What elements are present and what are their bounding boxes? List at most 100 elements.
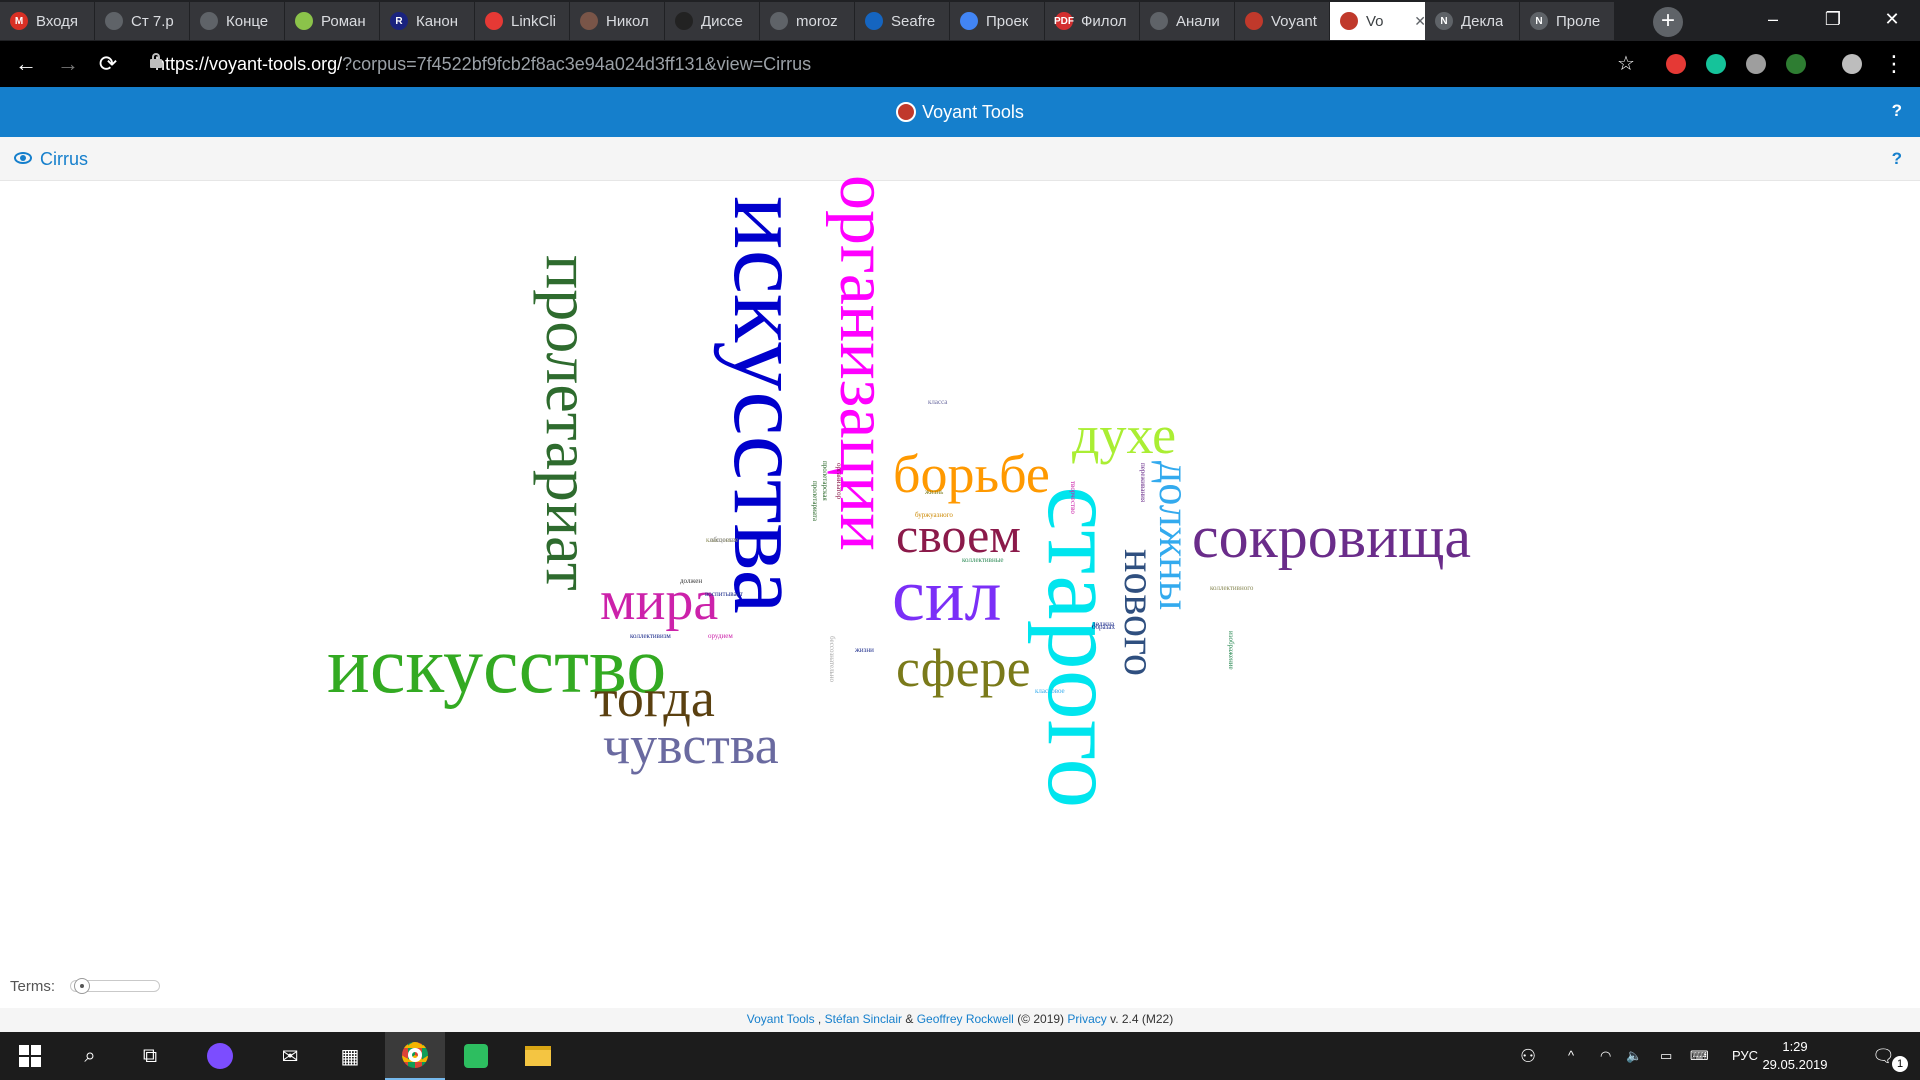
browser-tab[interactable]: Анали (1140, 2, 1235, 40)
chrome-menu-icon[interactable]: ⋮ (1883, 51, 1905, 76)
forward-icon[interactable]: → (57, 51, 79, 76)
browser-tab[interactable]: N Проле (1520, 2, 1615, 40)
panel-help-icon[interactable]: ? (1891, 149, 1902, 168)
evernote-icon[interactable] (1786, 54, 1806, 74)
cloud-word[interactable]: нового (1115, 549, 1164, 676)
tab-title: Филол (1081, 12, 1127, 30)
url-field[interactable]: https://voyant-tools.org/?corpus=7f4522b… (155, 48, 1695, 80)
browser-tab[interactable]: Проек (950, 2, 1045, 40)
back-icon[interactable]: ← (15, 51, 37, 76)
close-window-button[interactable]: ✕ (1884, 9, 1900, 29)
extension-key-icon[interactable] (1746, 54, 1766, 74)
chrome-taskbar-icon[interactable] (385, 1032, 445, 1080)
cloud-word-small[interactable]: буржуазного (915, 511, 953, 519)
cloud-word-small[interactable]: пролетарская (821, 461, 829, 501)
store-icon[interactable]: ▦ (340, 1045, 360, 1068)
cloud-word[interactable]: сокровища (1192, 504, 1472, 570)
cloud-word[interactable]: искусства (713, 196, 824, 614)
cloud-word-small[interactable]: коллективного (1210, 584, 1254, 592)
clock-time: 1:29 (1782, 1039, 1808, 1054)
browser-tab[interactable]: LinkCli (475, 2, 570, 40)
cloud-word-small[interactable]: классовых (706, 536, 738, 544)
cloud-word-small[interactable]: переживания (1139, 463, 1147, 503)
cloud-word-small[interactable]: коллективизм (630, 632, 671, 640)
cloud-word-small[interactable]: обществе (710, 536, 739, 544)
cloud-word[interactable]: духе (1072, 405, 1177, 465)
cloud-word-small[interactable]: орудием (708, 632, 733, 640)
browser-tab[interactable]: Конце (190, 2, 285, 40)
cloud-word[interactable]: чувства (603, 715, 779, 775)
evernote-taskbar-icon[interactable] (446, 1032, 506, 1080)
cloud-word-small[interactable]: должен (680, 577, 703, 585)
battery-icon[interactable]: ▭ (1660, 1048, 1673, 1063)
cloud-word-small[interactable]: класса (928, 398, 948, 406)
browser-tab[interactable]: Ст 7.р (95, 2, 190, 40)
grammarly-icon[interactable] (1706, 54, 1726, 74)
cloud-word[interactable]: своем (896, 507, 1021, 563)
reload-icon[interactable]: ⟳ (98, 51, 118, 76)
cloud-word-small[interactable]: жизнь (925, 488, 944, 496)
wifi-icon[interactable]: ◠ (1600, 1048, 1612, 1063)
terms-slider[interactable] (70, 980, 160, 992)
browser-tab[interactable]: M Входя (0, 2, 95, 40)
new-tab-button[interactable]: + (1653, 7, 1683, 37)
mail-icon[interactable]: ✉ (281, 1045, 299, 1068)
voyant-tools-link[interactable]: Voyant Tools (746, 1012, 815, 1026)
keyboard-icon[interactable]: ⌨ (1690, 1048, 1709, 1063)
search-icon[interactable]: ⌕ (84, 1044, 96, 1067)
task-view-icon[interactable]: ⧉ (142, 1044, 158, 1067)
browser-tab[interactable]: N Декла (1425, 2, 1520, 40)
cortana-mic-icon[interactable] (190, 1032, 250, 1080)
system-clock[interactable]: 1:29 29.05.2019 (1750, 1038, 1840, 1074)
cloud-word-small[interactable]: воспитывает (705, 590, 743, 598)
people-icon[interactable]: ⚇ (1520, 1046, 1537, 1066)
panel-title[interactable]: Cirrus (40, 149, 88, 169)
tab-title: Seafre (891, 12, 936, 30)
clock-date: 29.05.2019 (1762, 1057, 1828, 1072)
author-link-rockwell[interactable]: Geoffrey Rockwell (916, 1012, 1014, 1026)
browser-tab[interactable]: Никол (570, 2, 665, 40)
cloud-word-small[interactable]: организатор (835, 463, 843, 500)
browser-tab[interactable]: Роман (285, 2, 380, 40)
windows-taskbar: ⌕ ⧉ ✉ ▦ ⚇ ^ ◠ 🔈 ▭ ⌨ РУС 1:29 29.05.2019 … (0, 1032, 1920, 1080)
cloud-word-small[interactable]: образах (1092, 623, 1116, 631)
browser-tab[interactable]: Диссе (665, 2, 760, 40)
browser-tab[interactable]: Vo ✕ (1330, 2, 1435, 40)
windows-start-icon[interactable] (0, 1032, 60, 1080)
browser-tab[interactable]: Seafre (855, 2, 950, 40)
profile-avatar[interactable] (1842, 54, 1862, 74)
cloud-word-small[interactable]: пролетариата (811, 481, 819, 521)
help-icon[interactable]: ? (1891, 101, 1902, 120)
privacy-link[interactable]: Privacy (1067, 1012, 1107, 1026)
close-tab-icon[interactable]: ✕ (1414, 12, 1426, 29)
minimize-button[interactable]: – (1767, 9, 1778, 29)
cloud-word-small[interactable]: изображение (1227, 631, 1235, 670)
cloud-word-small[interactable]: должна (1092, 620, 1115, 628)
bookmark-star-icon[interactable]: ☆ (1617, 53, 1635, 75)
extension-red-icon[interactable] (1666, 54, 1686, 74)
cloud-word[interactable]: тогда (594, 668, 715, 728)
cloud-word[interactable]: сил (892, 555, 1002, 637)
cloud-word[interactable]: мира (600, 570, 719, 632)
input-language[interactable]: РУС (1732, 1048, 1759, 1063)
restore-button[interactable]: ❐ (1824, 9, 1842, 29)
cloud-word-small[interactable]: творчество (1069, 481, 1077, 514)
cloud-word-small[interactable]: жизни (855, 646, 874, 654)
cloud-word[interactable]: пролетариат (533, 255, 604, 591)
cloud-word[interactable]: сфере (896, 638, 1031, 698)
cloud-word-small[interactable]: бессознательно (828, 636, 836, 682)
browser-tab[interactable]: R Канон (380, 2, 475, 40)
terms-slider-thumb[interactable] (73, 978, 90, 994)
browser-tab[interactable]: Voyant (1235, 2, 1330, 40)
cloud-word[interactable]: искусство (327, 622, 667, 710)
author-link-sinclair[interactable]: Stéfan Sinclair (824, 1012, 902, 1026)
cloud-word-small[interactable]: классовое (1035, 687, 1065, 695)
browser-tab[interactable]: moroz (760, 2, 855, 40)
cloud-word-small[interactable]: коллективные (962, 556, 1004, 564)
file-explorer-icon[interactable] (508, 1032, 568, 1080)
action-center-icon[interactable]: 🗨 (1872, 1046, 1895, 1066)
browser-tab[interactable]: PDF Филол (1045, 2, 1140, 40)
volume-icon[interactable]: 🔈 (1626, 1048, 1643, 1063)
tray-chevron-icon[interactable]: ^ (1568, 1048, 1575, 1063)
cloud-word[interactable]: борьбе (893, 444, 1050, 504)
